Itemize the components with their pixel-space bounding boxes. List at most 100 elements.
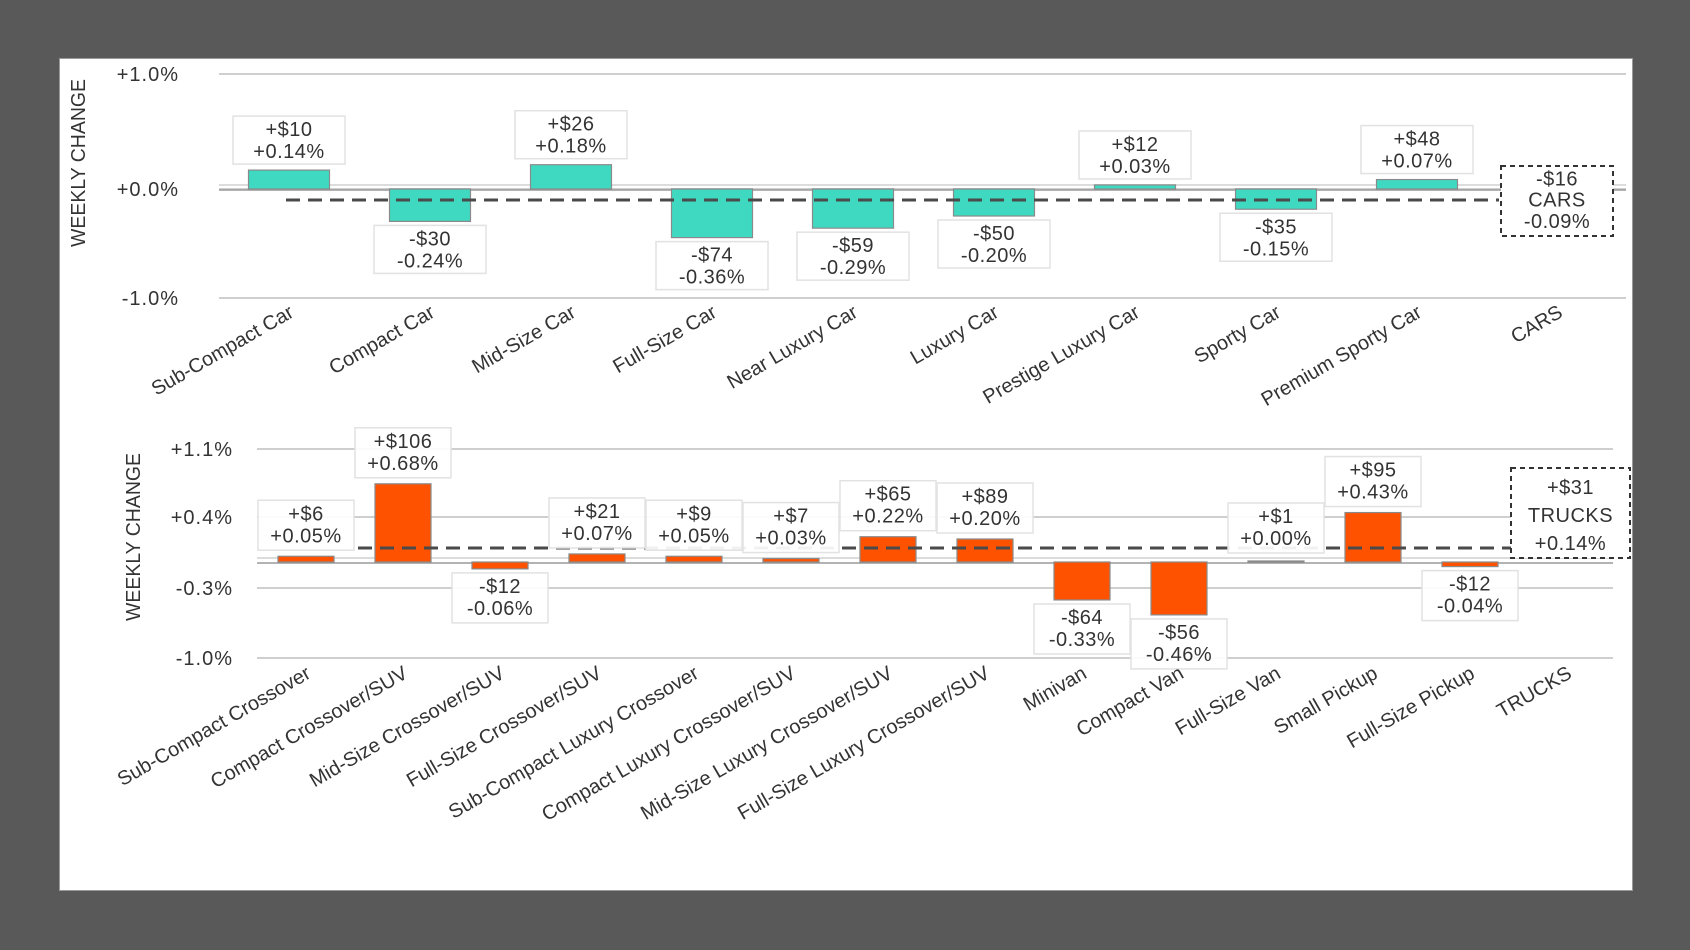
data-label-box [354,427,452,479]
x-tick-label: Full-Size Car [609,301,720,378]
x-tick-label: Near Luxury Car [723,301,861,394]
data-label-box [257,499,355,551]
data-label-dollar: -$30 [409,228,451,250]
data-label-pct: +0.68% [367,453,438,475]
y-tick-label: +1.0% [117,64,179,86]
data-label-box [1219,212,1333,262]
x-tick-label: CARS [1507,301,1566,348]
y-tick-label: +0.4% [171,507,233,529]
data-label-box [1033,603,1131,655]
data-label-pct: +0.05% [270,525,341,547]
data-label-dollar: -$56 [1158,622,1200,644]
data-label-dollar: -$12 [479,576,521,598]
data-label-dollar: -$50 [973,223,1015,245]
summary-box [1510,467,1631,559]
data-label-dollar: +$9 [676,503,711,525]
y-tick-label: -0.3% [176,578,233,600]
y-tick-label: +1.1% [171,439,233,461]
data-label-box [796,231,910,281]
y-axis-title: WEEKLY CHANGE [123,453,145,621]
data-label-box [655,240,769,291]
data-label-box [936,482,1034,534]
y-tick-label: -1.0% [176,648,233,670]
data-label-dollar: -$74 [691,245,733,267]
x-tick-label: Prestige Luxury Car [979,301,1143,409]
data-label-dollar: +$106 [374,431,433,453]
bar [1053,561,1111,601]
x-tick-label: Compact Car [325,301,438,379]
bar [956,538,1014,563]
data-label-dollar: +$6 [288,503,323,525]
summary-name: TRUCKS [1528,505,1613,527]
x-tick-label: Sub-Compact Car [148,301,298,400]
data-label-box [1130,618,1228,670]
data-label-pct: -0.24% [397,250,463,272]
data-label-box [1078,130,1192,180]
data-label-pct: +0.18% [535,136,606,158]
data-label-dollar: +$21 [573,501,620,523]
data-label-pct: +0.07% [1381,151,1452,173]
data-label-box [514,109,628,160]
x-tick-label: Mid-Size Car [468,301,579,378]
summary-name: CARS [1528,190,1586,212]
data-label-box [937,219,1051,269]
summary-pct: +0.14% [1535,533,1606,555]
x-tick-label: Compact Van [1073,662,1188,741]
data-label-box [1227,502,1325,554]
data-label-dollar: +$95 [1349,460,1396,482]
data-label-dollar: +$48 [1393,129,1440,151]
data-label-pct: +0.07% [561,523,632,545]
trucks-chart: +1.1%+0.4%-0.3%-1.0%WEEKLY CHANGE +$6+0.0… [114,427,1631,826]
data-label-box [645,499,743,551]
bar [952,188,1036,217]
data-label-dollar: +$26 [547,114,594,136]
y-tick-label: +0.0% [117,179,179,201]
x-tick-label: Sporty Car [1191,301,1285,368]
data-label-box [1421,569,1519,622]
bar [374,483,432,563]
data-label-pct: +0.00% [1240,528,1311,550]
data-label-pct: -0.15% [1243,238,1309,260]
data-label-box [1360,124,1474,175]
bar [1344,511,1402,563]
x-tick-label: Luxury Car [907,301,1003,369]
data-label-dollar: +$1 [1258,506,1293,528]
summary-box [1500,165,1614,237]
data-label-dollar: +$7 [773,506,808,528]
bar [1150,561,1208,616]
bar [665,555,723,563]
bar [471,561,529,570]
data-label-pct: +0.03% [755,528,826,550]
data-label-pct: +0.20% [949,508,1020,530]
bar [1093,184,1177,190]
bar [388,188,472,223]
data-label-dollar: +$12 [1111,134,1158,156]
data-label-pct: -0.29% [820,257,886,279]
x-tick-label: TRUCKS [1493,662,1575,722]
data-label-pct: +0.22% [852,506,923,528]
summary-dollar: -$16 [1536,168,1578,190]
bar [762,557,820,563]
data-label-pct: -0.33% [1049,629,1115,651]
summary-pct: -0.09% [1524,211,1590,233]
data-label-box [232,115,346,165]
data-label-box [451,572,549,624]
data-label-box [1324,455,1422,508]
data-label-box [839,479,937,532]
weekly-change-charts: +1.0%+0.0%-1.0%WEEKLY CHANGE +$10+0.14%-$… [68,64,1631,826]
data-label-pct: -0.36% [679,267,745,289]
summary-dollar: +$31 [1547,477,1594,499]
y-axis-title: WEEKLY CHANGE [68,79,90,247]
data-label-dollar: +$65 [864,484,911,506]
data-label-pct: +0.03% [1099,156,1170,178]
bar [1247,560,1305,563]
data-label-dollar: -$59 [832,235,874,257]
bar [568,553,626,563]
data-label-dollar: -$12 [1449,574,1491,596]
data-label-dollar: -$64 [1061,607,1103,629]
data-label-pct: +0.43% [1337,482,1408,504]
data-label-dollar: -$35 [1255,216,1297,238]
data-label-pct: -0.46% [1146,644,1212,666]
bar [277,555,335,563]
data-label-pct: -0.20% [961,245,1027,267]
